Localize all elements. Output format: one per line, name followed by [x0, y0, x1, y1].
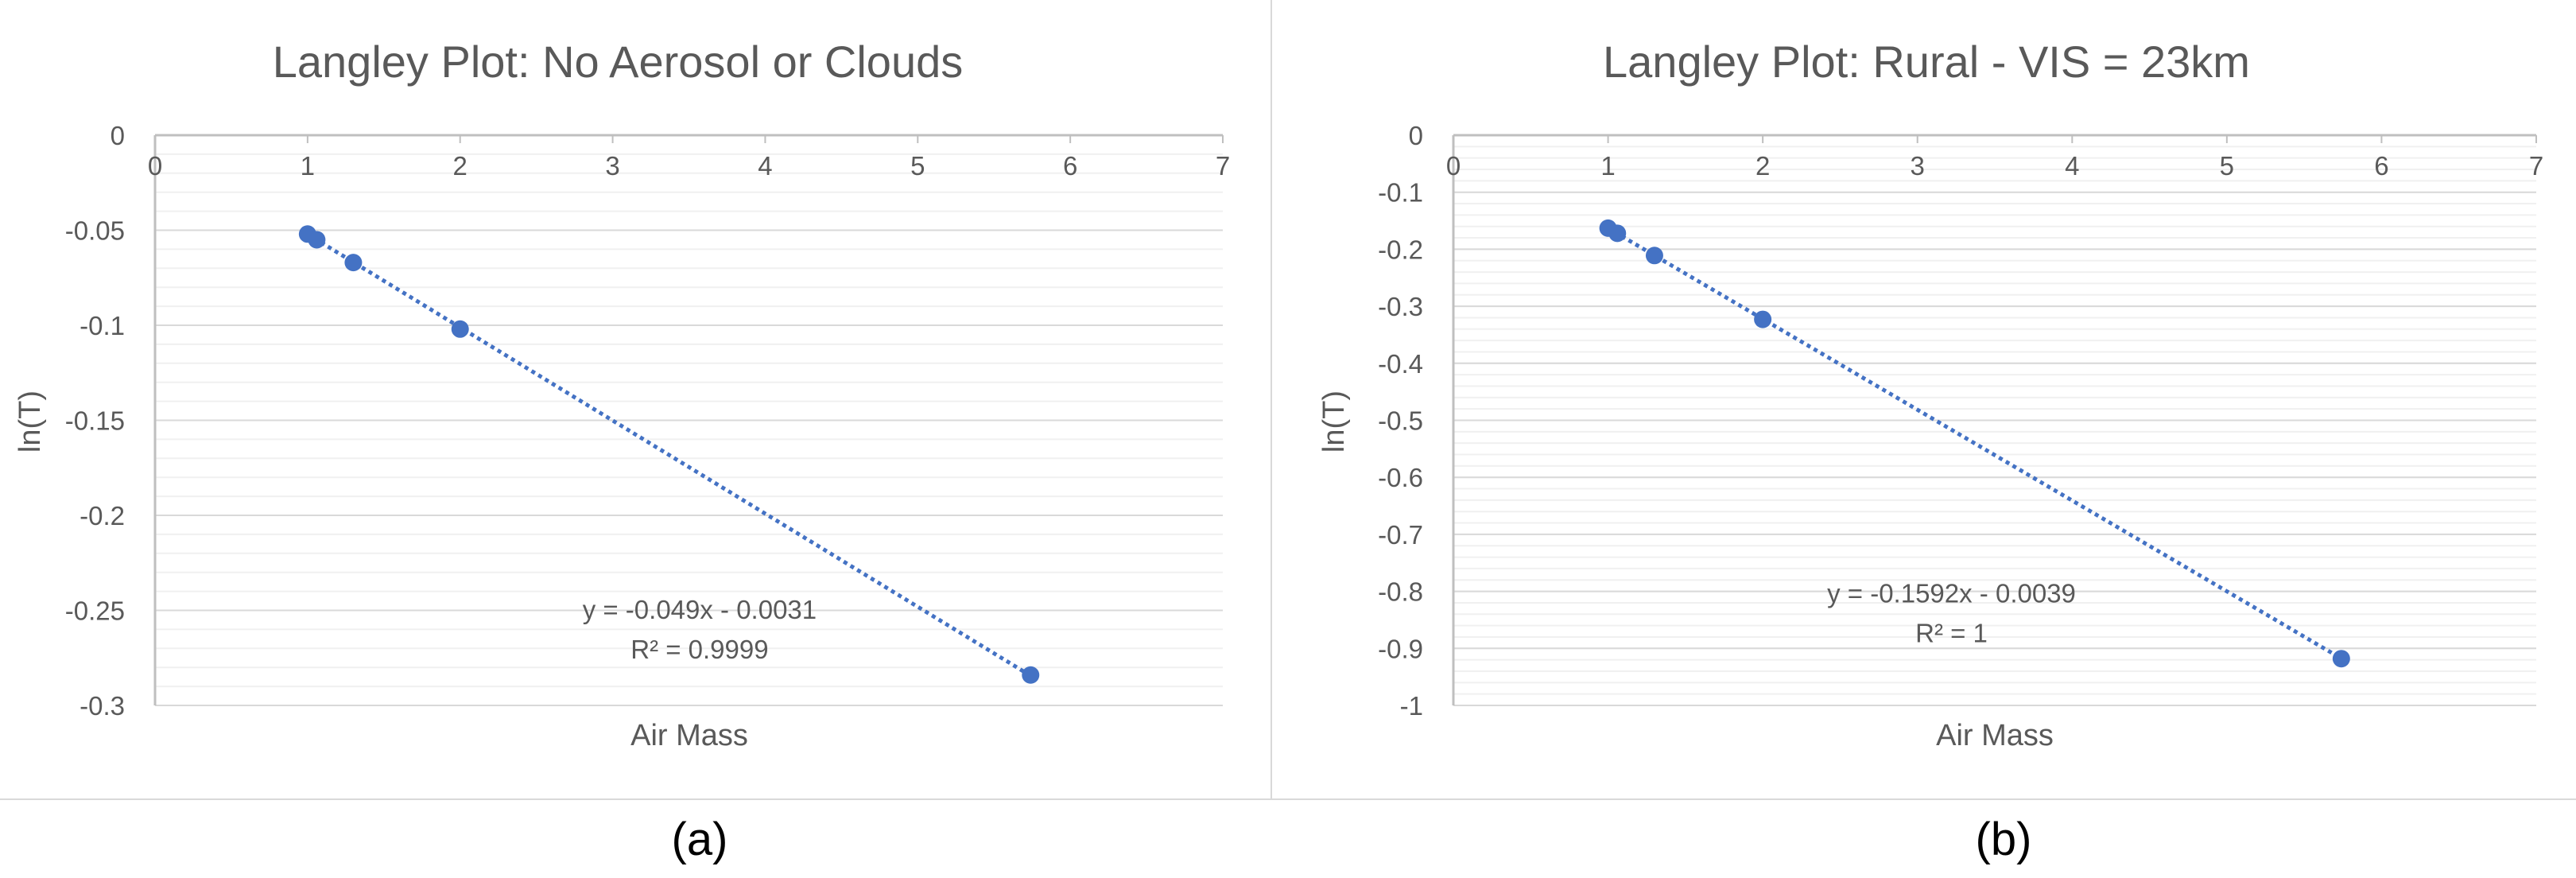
x-tick-label: 7	[1216, 151, 1230, 181]
x-tick-label: 3	[605, 151, 619, 181]
y-tick-label: -0.8	[1378, 577, 1423, 607]
x-tick-label: 5	[2220, 151, 2234, 181]
x-tick-label: 1	[1600, 151, 1615, 181]
langley-chart-a: 0 -0.05 -0.1 -0.15 -0.2 -0.25 -0.3 0 1 2 3 4 5 6 7 y = …	[14, 37, 1230, 752]
data-point	[2332, 650, 2350, 668]
y-tick-label: -0.3	[1378, 292, 1423, 321]
x-tick-label: 6	[2374, 151, 2388, 181]
trendline-r2: R² = 0.9999	[630, 635, 768, 664]
y-tick-label: -0.1	[80, 311, 125, 340]
caption-divider	[0, 798, 2576, 800]
data-point	[308, 231, 326, 249]
x-tick-label: 2	[1755, 151, 1770, 181]
y-axis-label: ln(T)	[14, 390, 47, 453]
langley-chart-b: 0 -0.1 -0.2 -0.3 -0.4 -0.5 -0.6 -0.7 -0.8 -0.9 -1 0…	[1317, 37, 2543, 752]
data-point	[1754, 310, 1772, 328]
y-tick-label: -1	[1400, 691, 1423, 721]
data-point	[1645, 247, 1663, 265]
trendline	[1607, 226, 2343, 661]
x-axis-label: Air Mass	[630, 719, 748, 752]
y-tick-label: -0.2	[80, 501, 125, 530]
y-tick-label: -0.7	[1378, 520, 1423, 550]
panel-divider	[1271, 0, 1273, 800]
y-tick-label: 0	[111, 121, 125, 150]
data-point	[1022, 666, 1040, 684]
y-tick-label: -0.9	[1378, 634, 1423, 663]
y-axis-label: ln(T)	[1317, 390, 1351, 453]
y-tick-label: -0.25	[65, 596, 125, 626]
y-tick-label: -0.05	[65, 216, 125, 246]
x-tick-label: 1	[301, 151, 315, 181]
y-tick-label: -0.1	[1378, 178, 1423, 208]
x-axis-label: Air Mass	[1936, 719, 2054, 752]
x-tick-label: 5	[910, 151, 925, 181]
trendline	[306, 232, 1032, 678]
caption-a: (a)	[671, 814, 728, 865]
x-tick-label: 0	[1446, 151, 1461, 181]
chart-title: Langley Plot: Rural - VIS = 23km	[1603, 37, 2250, 87]
data-point	[1608, 224, 1627, 243]
x-tick-label: 6	[1063, 151, 1077, 181]
caption-b: (b)	[1975, 814, 2032, 865]
chart-title: Langley Plot: No Aerosol or Clouds	[273, 37, 964, 87]
y-tick-label: -0.15	[65, 406, 125, 436]
data-point	[344, 254, 363, 272]
x-tick-label: 3	[1911, 151, 1925, 181]
x-tick-label: 7	[2529, 151, 2543, 181]
y-tick-label: -0.3	[80, 691, 125, 721]
y-tick-label: -0.6	[1378, 463, 1423, 492]
x-tick-label: 2	[453, 151, 467, 181]
x-tick-label: 4	[2065, 151, 2079, 181]
x-tick-label: 0	[148, 151, 162, 181]
trendline-equation: y = -0.049x - 0.0031	[583, 595, 817, 624]
data-point	[451, 320, 469, 338]
y-tick-label: 0	[1409, 121, 1423, 150]
chart-panel-b: 0 -0.1 -0.2 -0.3 -0.4 -0.5 -0.6 -0.7 -0.8 -0.9 -1 0…	[1272, 0, 2576, 798]
trendline-r2: R² = 1	[1915, 618, 1988, 647]
trendline-equation: y = -0.1592x - 0.0039	[1827, 578, 2076, 608]
chart-panel-a: 0 -0.05 -0.1 -0.15 -0.2 -0.25 -0.3 0 1 2 3 4 5 6 7 y = …	[0, 0, 1271, 798]
x-tick-label: 4	[758, 151, 772, 181]
y-tick-label: -0.2	[1378, 235, 1423, 264]
y-tick-label: -0.5	[1378, 406, 1423, 436]
y-tick-label: -0.4	[1378, 349, 1423, 379]
